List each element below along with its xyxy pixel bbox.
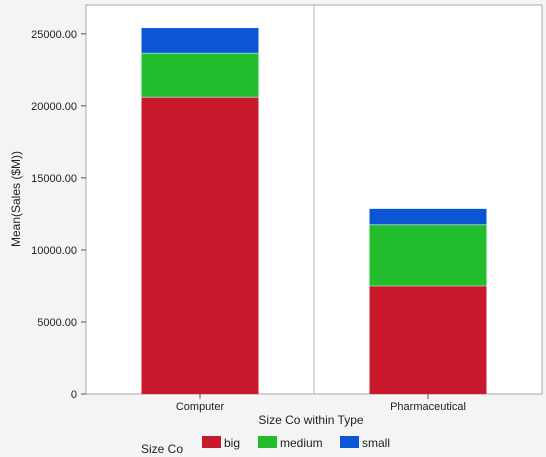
legend-label-medium: medium — [280, 436, 323, 450]
legend: big medium small — [202, 436, 390, 450]
legend-title: Size Co — [141, 442, 183, 456]
y-tick-label: 20000.00 — [31, 101, 77, 113]
bars-group — [141, 28, 487, 395]
x-axis-title: Size Co within Type — [258, 413, 363, 427]
x-tick-label: Computer — [176, 401, 225, 413]
bar-computer-big — [141, 97, 259, 395]
legend-label-big: big — [224, 436, 240, 450]
legend-label-small: small — [362, 436, 390, 450]
legend-swatch-small — [340, 436, 359, 448]
y-tick-label: 10000.00 — [31, 245, 77, 257]
y-tick-label: 5000.00 — [37, 317, 77, 329]
legend-swatch-medium — [258, 436, 277, 448]
x-axis: Computer Pharmaceutical — [176, 394, 466, 413]
y-axis: 0 5000.00 10000.00 15000.00 20000.00 25000.00 — [31, 29, 86, 401]
bar-computer-medium — [141, 53, 259, 98]
y-tick-label: 0 — [71, 389, 77, 401]
y-tick-label: 25000.00 — [31, 29, 77, 41]
y-axis-title: Mean(Sales ($M)) — [9, 151, 23, 247]
y-tick-label: 15000.00 — [31, 173, 77, 185]
bar-pharmaceutical-small — [369, 208, 487, 225]
bar-pharmaceutical-big — [369, 285, 487, 394]
bar-pharmaceutical-medium — [369, 224, 487, 286]
legend-swatch-big — [202, 436, 221, 448]
x-tick-label: Pharmaceutical — [390, 401, 466, 413]
bar-computer-small — [141, 28, 259, 54]
